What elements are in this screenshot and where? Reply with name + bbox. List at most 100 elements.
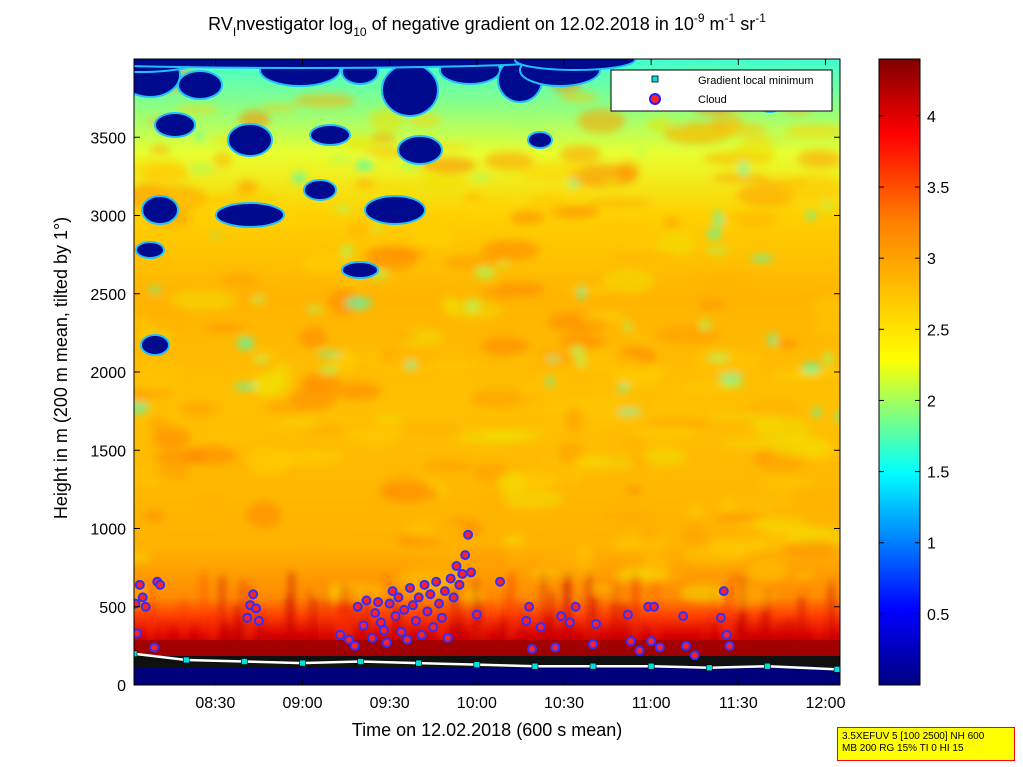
colorbar-ticks: 0.5 1 1.5 2 2.5 3 3.5 4 [879,109,949,624]
heatmap-texture [134,68,840,640]
texture-patch [645,419,716,427]
texture-fleck [234,383,257,390]
cloud-point [134,628,142,639]
cloud-point [358,620,369,631]
texture-streak [799,597,804,640]
texture-patch [151,427,191,450]
texture-patch [603,180,620,187]
cloud-point [649,601,660,612]
cloud-point [460,550,471,561]
texture-patch [566,460,584,484]
texture-streak [459,614,464,640]
x-tick-label: 09:00 [282,695,322,712]
texture-fleck [636,149,647,156]
texture-patch [711,173,769,183]
texture-patch [510,210,545,225]
gradient-minimum-point [589,662,597,670]
x-axis: 08:30 09:00 09:30 10:00 10:30 11:00 11:30 12:00 [195,59,846,712]
cloud-point [718,586,729,597]
texture-patch [615,531,670,552]
cloud-point [387,586,398,597]
texture-patch [356,433,397,450]
texture-patch [683,524,707,547]
texture-patch [167,290,237,311]
texture-fleck [705,248,729,254]
texture-fleck [617,409,641,415]
texture-patch [666,570,687,580]
texture-patch [720,439,778,448]
gradient-minimum-point [134,650,138,658]
texture-streak [739,611,743,640]
texture-streak [509,573,514,640]
texture-fleck [714,209,722,217]
texture-streak [712,615,714,640]
texture-streak [340,612,344,640]
y-tick-label: 500 [99,600,126,617]
texture-patch [261,422,292,438]
texture-patch [603,268,654,294]
texture-patch [624,432,644,452]
low-value-blob [134,59,561,69]
texture-fleck [806,210,816,220]
texture-streak [335,605,340,640]
texture-fleck [340,244,353,257]
texture-streak [437,619,442,640]
texture-fleck [548,356,559,362]
texture-patch [600,579,665,599]
texture-streak [220,576,224,640]
texture-patch [631,428,696,438]
texture-patch [770,370,822,381]
texture-fleck [316,351,342,357]
x-tick-label: 10:30 [544,695,584,712]
cloud-point [399,604,410,615]
legend-circle-icon [649,93,661,105]
cloud-point [634,645,645,656]
gradient-minimum-point [833,666,840,673]
texture-patch [422,157,476,174]
texture-fleck [822,201,832,211]
texture-patch [134,388,176,399]
cloud-point [428,622,439,633]
texture-patch [179,401,218,417]
texture-streak [643,625,646,640]
texture-fleck [497,262,510,267]
info-line-1: 3.5XEFUV 5 [100 2500] NH 600 [842,731,985,742]
texture-streak [247,584,251,640]
cloud-point [419,579,430,590]
texture-patch [134,552,151,563]
texture-streak [500,617,504,640]
texture-fleck [699,319,711,331]
gradient-minimum-markers [134,650,840,673]
texture-patch [393,181,416,197]
colorbar-tick-label: 4 [927,109,936,126]
texture-patch [420,541,462,563]
cloud-point [445,573,456,584]
cloud-point [137,592,148,603]
texture-streak [733,573,736,640]
cloud-point [251,603,262,614]
texture-patch [517,160,584,182]
texture-patch [629,333,648,343]
texture-patch [442,254,500,271]
texture-patch [470,388,525,409]
texture-patch [134,362,192,369]
texture-patch [280,418,321,426]
texture-streak [635,581,639,640]
colorbar-tick-label: 2.5 [927,322,949,339]
cloud-point [402,634,413,645]
texture-patch [293,93,356,108]
cloud-point [457,568,468,579]
texture-patch [710,537,767,555]
info-line-2: MB 200 RG 15% TI 0 HI 15 [842,743,964,754]
cloud-point [463,529,474,540]
texture-patch [754,450,771,467]
texture-patch [812,318,840,336]
texture-fleck [345,296,372,310]
texture-streak [239,616,243,640]
low-value-blob [154,112,196,138]
cloud-point [407,600,418,611]
texture-patch [249,186,273,200]
y-tick-label: 1000 [90,522,126,539]
texture-streak [313,597,317,640]
colorbar-gradient [878,58,921,686]
